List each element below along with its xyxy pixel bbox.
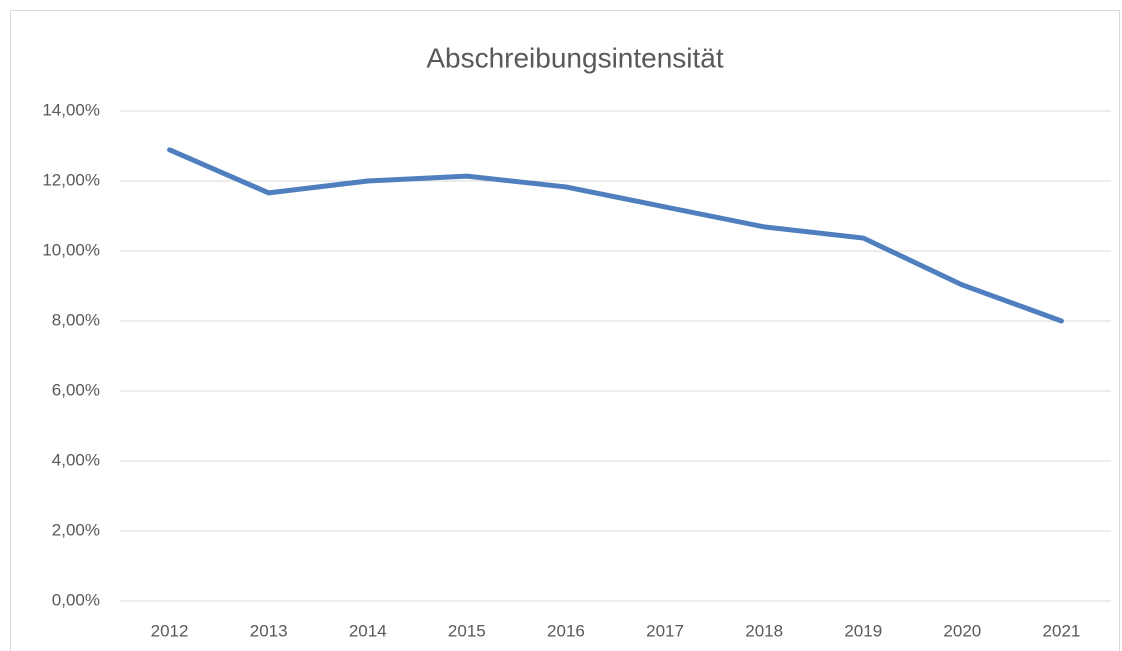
x-tick-label: 2017 bbox=[646, 621, 684, 640]
x-tick-label: 2016 bbox=[547, 621, 585, 640]
chart-title: Abschreibungsintensität bbox=[426, 42, 724, 73]
series-line bbox=[167, 147, 1064, 324]
y-tick-label: 8,00% bbox=[52, 310, 100, 329]
x-tick-label: 2020 bbox=[943, 621, 981, 640]
x-tick-label: 2018 bbox=[745, 621, 783, 640]
y-tick-label: 10,00% bbox=[42, 240, 100, 259]
y-tick-label: 2,00% bbox=[52, 520, 100, 539]
y-tick-label: 4,00% bbox=[52, 450, 100, 469]
y-tick-label: 6,00% bbox=[52, 380, 100, 399]
x-tick-label: 2015 bbox=[448, 621, 486, 640]
chart-frame bbox=[10, 10, 1120, 651]
x-tick-label: 2014 bbox=[349, 621, 387, 640]
y-tick-label: 14,00% bbox=[42, 100, 100, 119]
x-tick-label: 2013 bbox=[250, 621, 288, 640]
x-tick-label: 2019 bbox=[844, 621, 882, 640]
y-tick-label: 12,00% bbox=[42, 170, 100, 189]
x-tick-label: 2012 bbox=[151, 621, 189, 640]
y-tick-label: 0,00% bbox=[52, 590, 100, 609]
x-tick-label: 2021 bbox=[1043, 621, 1081, 640]
